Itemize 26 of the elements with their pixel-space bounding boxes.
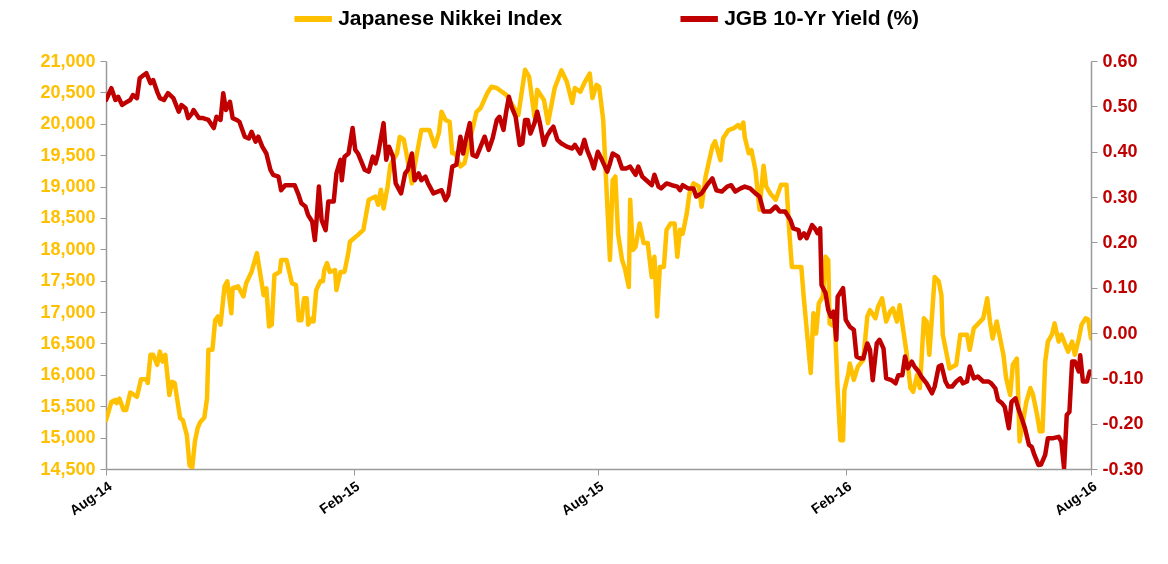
y2-tick-label: 0.40 — [1102, 141, 1138, 162]
y-tick-label: 19,500 — [40, 144, 96, 165]
y2-tick-label: 0.10 — [1102, 277, 1138, 298]
y-tick-label: 21,000 — [40, 50, 96, 71]
y-tick-label: 19,000 — [40, 176, 96, 197]
y2-tick-label: 0.00 — [1102, 322, 1138, 343]
y2-tick-label: -0.20 — [1102, 413, 1144, 434]
y2-tick-label: 0.20 — [1102, 231, 1138, 252]
y-tick-label: 15,000 — [40, 427, 96, 448]
y-tick-label: 16,500 — [40, 332, 96, 353]
y-tick-label: 18,500 — [40, 207, 96, 228]
legend-label: JGB 10-Yr Yield (%) — [724, 6, 920, 29]
y2-tick-label: -0.30 — [1102, 458, 1144, 479]
y-tick-label: 15,500 — [40, 395, 96, 416]
y-tick-label: 20,000 — [40, 113, 96, 134]
y-tick-label: 17,500 — [40, 270, 96, 291]
y2-tick-label: 0.30 — [1102, 186, 1138, 207]
y-tick-label: 14,500 — [40, 458, 96, 479]
legend-label: Japanese Nikkei Index — [338, 6, 563, 29]
y2-tick-label: -0.10 — [1102, 367, 1144, 388]
y2-tick-label: 0.50 — [1102, 95, 1138, 116]
y2-tick-label: 0.60 — [1102, 50, 1138, 71]
y-tick-label: 20,500 — [40, 81, 96, 102]
y-tick-label: 18,000 — [40, 238, 96, 259]
y-tick-label: 17,000 — [40, 301, 96, 322]
y-tick-label: 16,000 — [40, 364, 96, 385]
